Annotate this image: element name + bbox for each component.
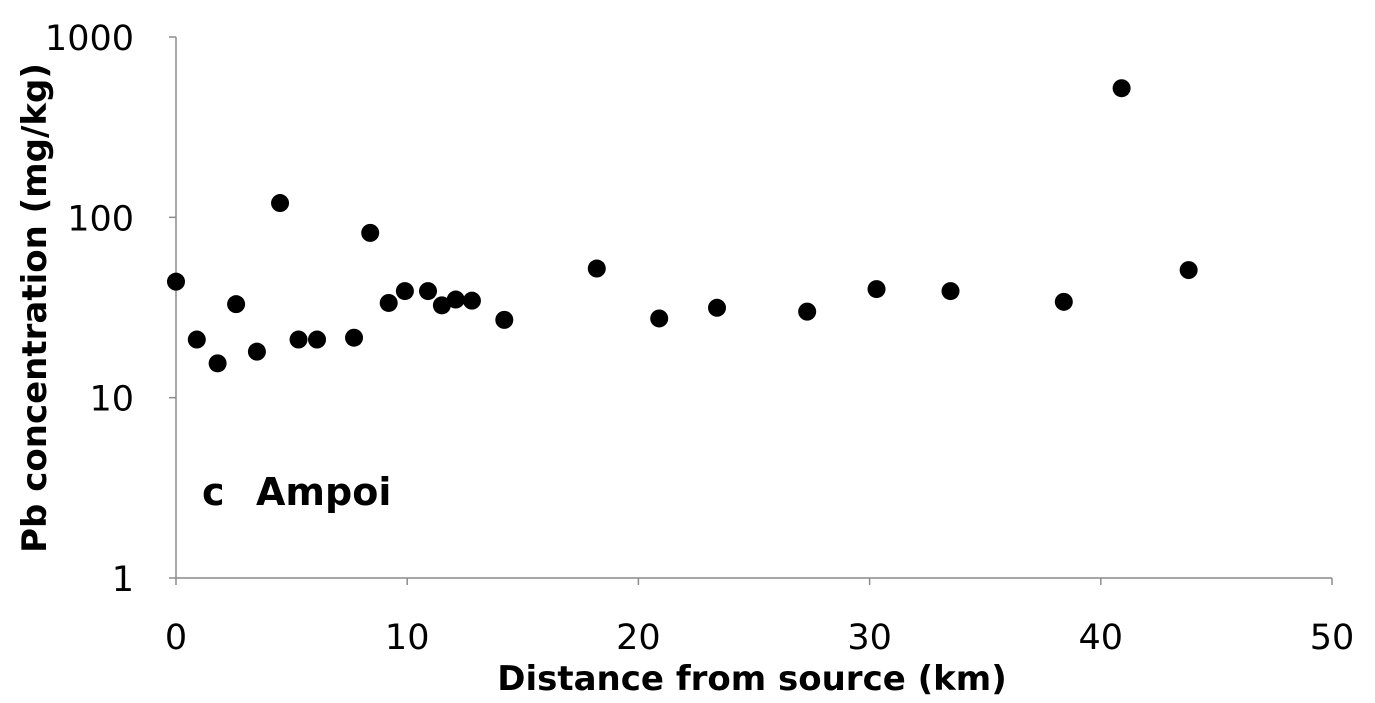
panel-label: Ampoi (256, 470, 391, 514)
data-point (941, 282, 960, 301)
data-point (1112, 79, 1131, 98)
data-point (308, 330, 327, 349)
y-tick-label: 1 (112, 560, 134, 600)
y-ticks: 1 10 100 1000 (45, 19, 176, 600)
data-point (867, 280, 886, 299)
data-point (227, 295, 246, 314)
data-point (345, 328, 364, 347)
data-point (1054, 292, 1073, 311)
data-point (708, 298, 727, 317)
data-point (361, 223, 380, 242)
data-point (650, 309, 669, 328)
data-point (187, 330, 206, 349)
data-point (495, 310, 514, 329)
x-tick-label: 40 (1079, 618, 1124, 658)
panel-letter: c (202, 470, 225, 514)
axes (175, 37, 1332, 579)
x-tick-label: 10 (385, 618, 430, 658)
data-point (419, 282, 438, 301)
data-point (462, 291, 481, 310)
data-point (289, 330, 308, 349)
y-tick-label: 1000 (45, 19, 134, 59)
data-point (379, 293, 398, 312)
data-point (247, 342, 266, 361)
y-tick-label: 10 (89, 380, 134, 420)
data-point (798, 302, 817, 321)
y-tick-label: 100 (67, 199, 134, 239)
data-point (587, 259, 606, 278)
data-point (395, 282, 414, 301)
x-tick-label: 0 (165, 618, 187, 658)
x-tick-label: 30 (847, 618, 892, 658)
x-tick-label: 20 (616, 618, 661, 658)
data-point (446, 290, 465, 309)
y-axis-title: Pb concentration (mg/kg) (15, 63, 55, 553)
data-point (167, 272, 185, 291)
x-axis-title: Distance from source (km) (497, 659, 1007, 699)
data-points (167, 79, 1198, 373)
data-point (271, 194, 290, 213)
data-point (208, 354, 227, 373)
x-tick-label: 50 (1310, 618, 1355, 658)
data-point (1179, 261, 1198, 280)
x-ticks: 0 10 20 30 40 50 (165, 578, 1354, 658)
data-point (432, 296, 451, 315)
